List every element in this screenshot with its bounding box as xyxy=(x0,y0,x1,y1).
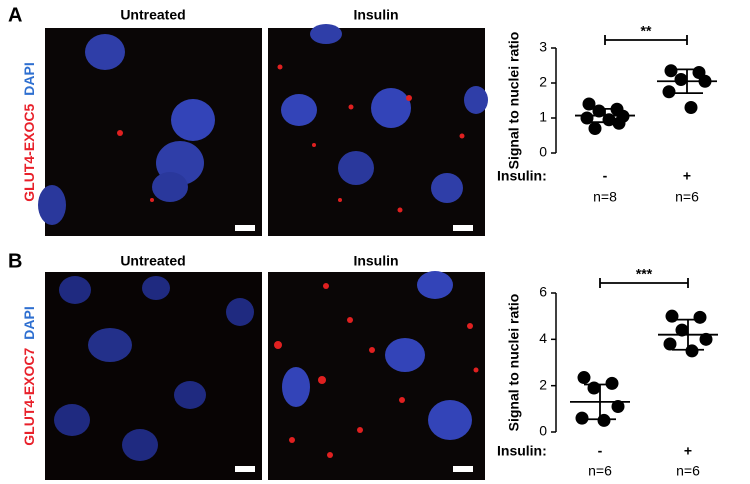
y-tick-label: 6 xyxy=(539,284,547,300)
x-axis-label: Insulin: xyxy=(497,443,547,459)
n-label: n=6 xyxy=(675,189,699,205)
stain-red: GLUT4-EXOC5 xyxy=(21,104,37,202)
stain-blue: DAPI xyxy=(21,62,37,95)
data-point xyxy=(605,376,619,390)
n-label: n=8 xyxy=(593,189,617,205)
data-point xyxy=(674,73,688,86)
error-bar xyxy=(672,318,704,351)
data-point xyxy=(693,310,707,324)
data-point xyxy=(612,116,626,130)
significance-label: *** xyxy=(636,266,653,282)
panel-label: B xyxy=(8,250,22,272)
data-point xyxy=(577,371,591,385)
significance-bracket xyxy=(604,35,688,45)
panel-label: A xyxy=(8,4,22,26)
data-point xyxy=(663,337,677,351)
n-label: n=6 xyxy=(676,463,700,479)
y-tick-label: 2 xyxy=(539,376,547,392)
stain-label: GLUT4-EXOC7 DAPI xyxy=(21,306,37,445)
micrograph xyxy=(268,24,488,236)
y-tick-label: 0 xyxy=(539,144,547,160)
data-point xyxy=(675,323,689,337)
data-point xyxy=(587,381,601,395)
data-point xyxy=(592,104,606,118)
y-tick-label: 0 xyxy=(539,423,547,439)
error-bar xyxy=(589,108,621,124)
x-tick-label: + xyxy=(684,443,692,459)
data-point xyxy=(684,101,698,114)
x-tick-label: - xyxy=(598,443,603,459)
y-tick-label: 3 xyxy=(539,39,547,55)
x-tick-label: - xyxy=(603,168,608,184)
data-point xyxy=(665,309,679,323)
n-label: n=6 xyxy=(588,463,612,479)
y-axis-label: Signal to nuclei ratio xyxy=(506,32,522,170)
image-title: Insulin xyxy=(353,7,398,23)
data-point xyxy=(611,400,625,414)
micrograph xyxy=(45,272,262,480)
data-point xyxy=(664,64,678,78)
stain-label: GLUT4-EXOC5 DAPI xyxy=(21,62,37,201)
image-title: Untreated xyxy=(120,7,185,23)
data-point xyxy=(662,85,676,99)
significance-bracket xyxy=(599,278,689,288)
micrograph xyxy=(268,271,485,480)
data-point xyxy=(575,411,589,425)
stain-red: GLUT4-EXOC7 xyxy=(21,348,37,446)
micrograph xyxy=(38,28,262,236)
image-title: Untreated xyxy=(120,253,185,269)
y-tick-label: 1 xyxy=(539,109,547,125)
significance-label: ** xyxy=(641,23,652,39)
error-bar xyxy=(584,383,616,421)
stain-blue: DAPI xyxy=(21,306,37,339)
data-point xyxy=(588,122,602,135)
image-title: Insulin xyxy=(353,253,398,269)
y-axis-label: Signal to nuclei ratio xyxy=(506,294,522,432)
y-tick-label: 2 xyxy=(539,74,547,90)
data-point xyxy=(582,97,596,111)
y-tick-label: 4 xyxy=(539,330,547,346)
x-axis-label: Insulin: xyxy=(497,168,547,184)
x-tick-label: + xyxy=(683,168,691,184)
error-bar xyxy=(671,68,703,95)
data-point xyxy=(699,332,713,346)
